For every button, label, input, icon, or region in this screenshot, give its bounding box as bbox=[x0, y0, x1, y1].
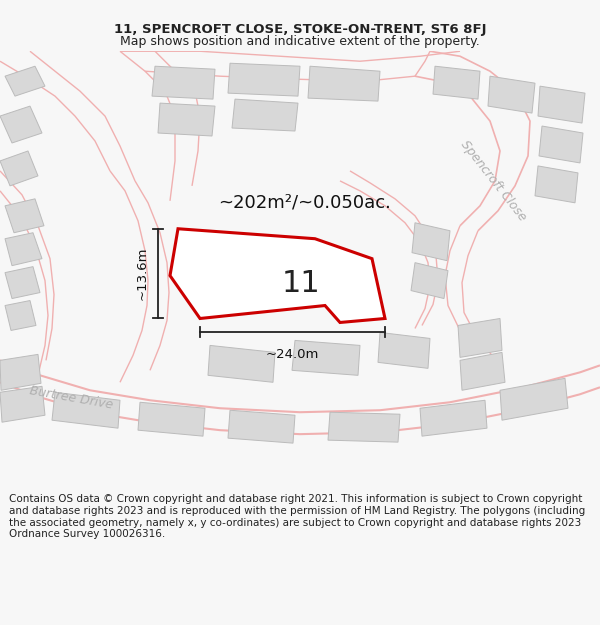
Polygon shape bbox=[0, 106, 42, 143]
Polygon shape bbox=[420, 400, 487, 436]
Polygon shape bbox=[0, 151, 38, 186]
Polygon shape bbox=[158, 103, 215, 136]
Text: 11: 11 bbox=[281, 269, 320, 298]
Text: Contains OS data © Crown copyright and database right 2021. This information is : Contains OS data © Crown copyright and d… bbox=[9, 494, 585, 539]
Text: ~13.6m: ~13.6m bbox=[136, 247, 149, 301]
Text: ~202m²/~0.050ac.: ~202m²/~0.050ac. bbox=[218, 194, 391, 212]
Polygon shape bbox=[228, 410, 295, 443]
Polygon shape bbox=[232, 99, 298, 131]
Polygon shape bbox=[208, 346, 275, 382]
Text: Burtree Drive: Burtree Drive bbox=[28, 384, 113, 412]
Polygon shape bbox=[411, 262, 448, 299]
Polygon shape bbox=[535, 166, 578, 203]
Text: Map shows position and indicative extent of the property.: Map shows position and indicative extent… bbox=[120, 35, 480, 48]
Polygon shape bbox=[0, 386, 45, 423]
Polygon shape bbox=[170, 229, 385, 322]
Polygon shape bbox=[500, 378, 568, 420]
Polygon shape bbox=[378, 332, 430, 368]
Polygon shape bbox=[52, 392, 120, 428]
Polygon shape bbox=[5, 232, 42, 266]
Polygon shape bbox=[538, 86, 585, 123]
Text: Spencroft Close: Spencroft Close bbox=[458, 138, 529, 224]
Polygon shape bbox=[5, 66, 45, 96]
Polygon shape bbox=[5, 199, 44, 232]
Text: 11, SPENCROFT CLOSE, STOKE-ON-TRENT, ST6 8FJ: 11, SPENCROFT CLOSE, STOKE-ON-TRENT, ST6… bbox=[114, 22, 486, 36]
Polygon shape bbox=[5, 267, 40, 299]
Polygon shape bbox=[412, 222, 450, 261]
Polygon shape bbox=[539, 126, 583, 163]
Polygon shape bbox=[138, 402, 205, 436]
Polygon shape bbox=[292, 341, 360, 376]
Polygon shape bbox=[460, 352, 505, 390]
Polygon shape bbox=[433, 66, 480, 99]
Text: ~24.0m: ~24.0m bbox=[266, 348, 319, 361]
Polygon shape bbox=[458, 319, 502, 357]
Polygon shape bbox=[328, 412, 400, 442]
Polygon shape bbox=[0, 354, 41, 390]
Polygon shape bbox=[308, 66, 380, 101]
Polygon shape bbox=[488, 76, 535, 113]
Polygon shape bbox=[152, 66, 215, 99]
Polygon shape bbox=[228, 63, 300, 96]
Polygon shape bbox=[5, 301, 36, 331]
